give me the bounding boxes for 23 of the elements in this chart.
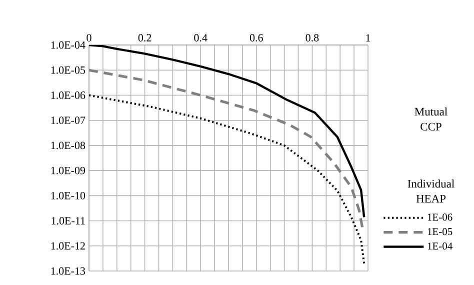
y-tick-label: 1.0E-10 (51, 192, 86, 200)
line-series (89, 94, 366, 264)
y-tick-label: 1.0E-11 (52, 217, 85, 225)
legend-label: 1E-06 (428, 214, 452, 221)
x-tick-label: 0 (86, 34, 92, 42)
y-tick-label: 1.0E-06 (51, 92, 86, 99)
y-tick-label: 1.0E-07 (51, 116, 86, 124)
x-axis-title: Mutual CCP (414, 107, 448, 131)
y-tick-label: 1.0E-12 (51, 242, 85, 250)
y-tick-label: 1.0E-05 (51, 66, 86, 74)
x-tick-label: 0.6 (250, 34, 263, 42)
y-tick-label: 1.0E-08 (51, 142, 86, 150)
y-tick-label: 1.0E-09 (51, 166, 86, 174)
line-series (89, 45, 366, 218)
legend-title: Individual HEAP (408, 180, 454, 202)
y-tick-label: 1.0E-13 (51, 267, 86, 275)
y-tick-label: 1.0E-04 (51, 41, 86, 49)
legend-label: 1E-05 (428, 228, 452, 236)
legend-label: 1E-04 (428, 242, 452, 250)
x-tick-label: 1 (366, 34, 370, 42)
x-tick-label: 0.4 (194, 34, 208, 42)
x-tick-label: 0.2 (138, 34, 152, 42)
x-tick-label: 0.8 (306, 34, 319, 42)
